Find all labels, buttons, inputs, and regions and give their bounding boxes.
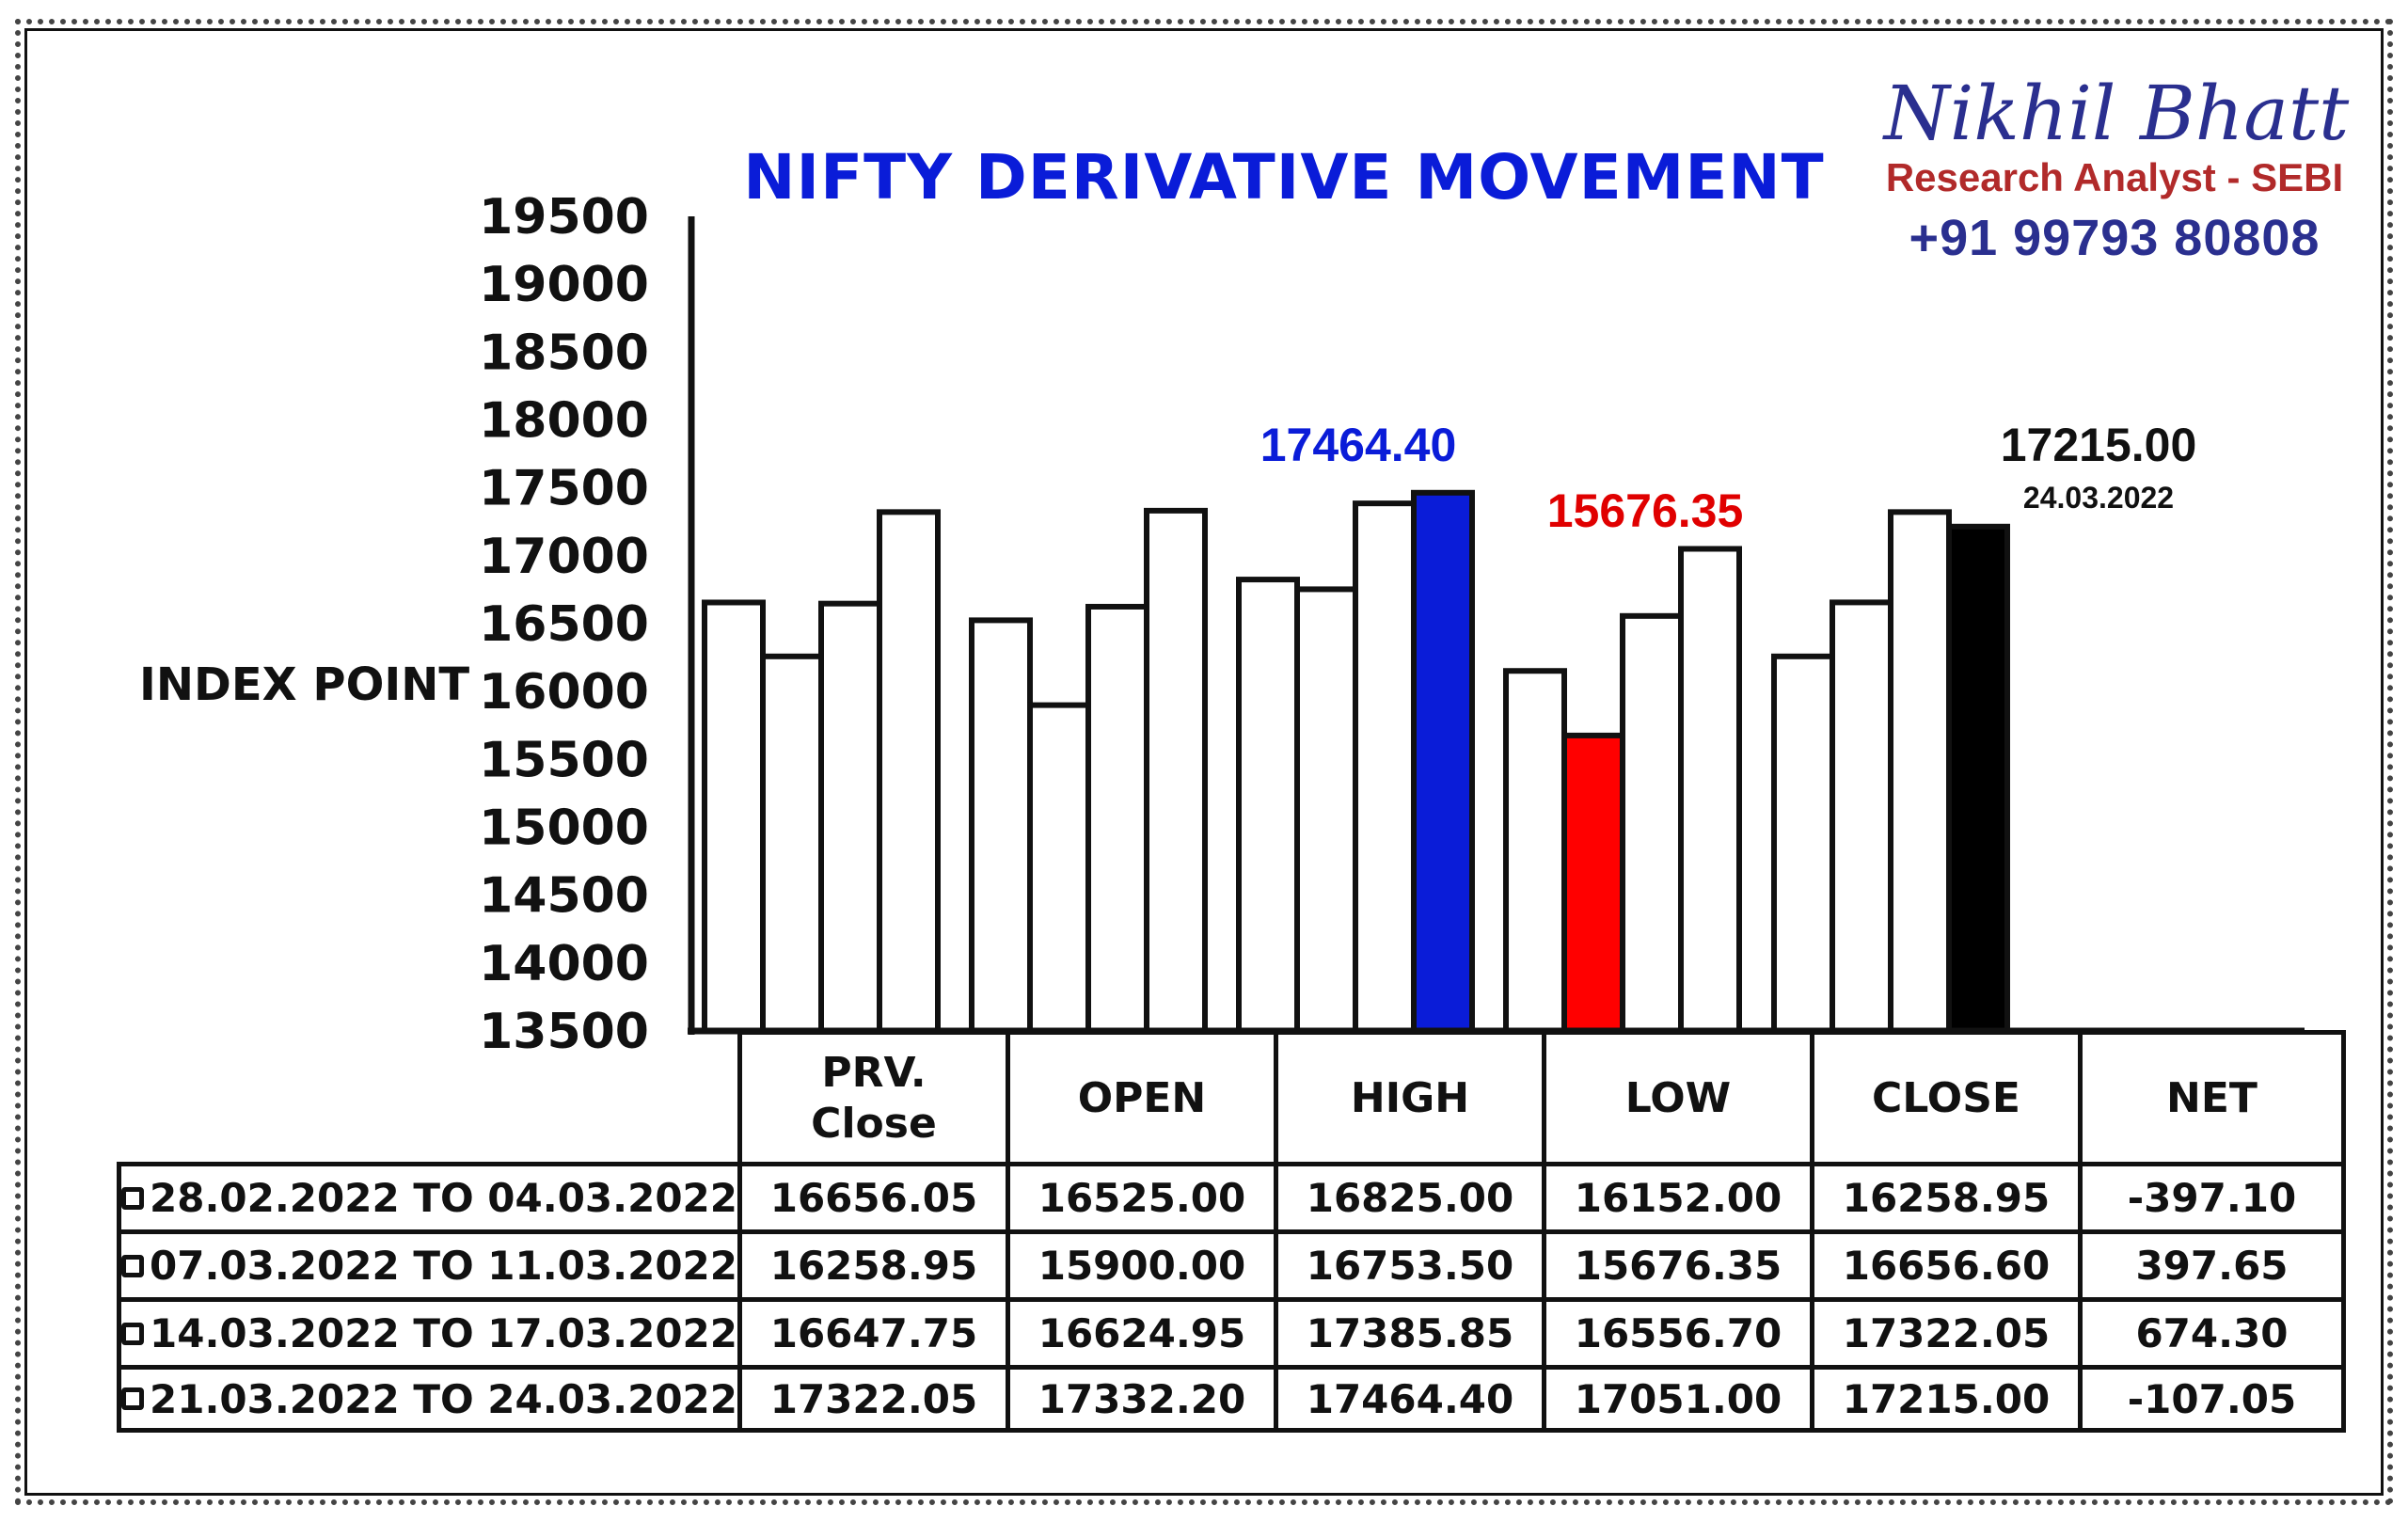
header-prv-line1: PRV.: [821, 1048, 927, 1097]
y-tick-label: 14500: [479, 868, 649, 925]
header-net: NET: [2078, 1030, 2346, 1162]
header-open: OPEN: [1006, 1030, 1274, 1162]
bar: [877, 509, 941, 1034]
bar: [1353, 500, 1417, 1034]
table-corner: [117, 1030, 737, 1162]
period-cell: 14.03.2022 TO 17.03.2022: [117, 1297, 737, 1365]
cell-net: 397.65: [2078, 1229, 2346, 1297]
bar: [969, 617, 1033, 1034]
y-tick-label: 19500: [479, 189, 649, 246]
y-tick-label: 15000: [479, 801, 649, 857]
y-axis-label: INDEX POINT: [139, 658, 470, 711]
cell-low: 15676.35: [1542, 1229, 1810, 1297]
cell-prv-close: 16647.75: [737, 1297, 1006, 1365]
y-tick-label: 16500: [479, 596, 649, 653]
bar: [1888, 509, 1952, 1034]
cell-close: 17215.00: [1810, 1365, 2078, 1433]
cell-net: 674.30: [2078, 1297, 2346, 1365]
y-tick-label: 17000: [479, 529, 649, 585]
bar: [818, 600, 882, 1034]
table-row: 14.03.2022 TO 17.03.2022 16647.75 16624.…: [117, 1297, 2346, 1365]
header-close: CLOSE: [1810, 1030, 2078, 1162]
period-label: 07.03.2022 TO 11.03.2022: [150, 1243, 737, 1289]
bar: [1027, 702, 1091, 1034]
y-tick-label: 13500: [479, 1004, 649, 1060]
bar: [1294, 586, 1358, 1034]
cell-open: 15900.00: [1006, 1229, 1274, 1297]
legend-box-icon: [121, 1254, 144, 1277]
period-cell: 07.03.2022 TO 11.03.2022: [117, 1229, 737, 1297]
period-label: 21.03.2022 TO 24.03.2022: [150, 1375, 737, 1422]
y-tick-label: 18500: [479, 325, 649, 381]
table-row: 07.03.2022 TO 11.03.2022 16258.95 15900.…: [117, 1229, 2346, 1297]
cell-net: -107.05: [2078, 1365, 2346, 1433]
header-low: LOW: [1542, 1030, 1810, 1162]
period-cell: 28.02.2022 TO 04.03.2022: [117, 1162, 737, 1229]
cell-high: 17464.40: [1274, 1365, 1542, 1433]
cell-high: 17385.85: [1274, 1297, 1542, 1365]
bar: [1620, 612, 1684, 1034]
outer-frame: [15, 19, 2393, 1505]
y-tick-label: 19000: [479, 257, 649, 313]
cell-open: 16624.95: [1006, 1297, 1274, 1365]
cell-close: 16656.60: [1810, 1229, 2078, 1297]
y-tick-label: 18000: [479, 393, 649, 450]
brand-role: Research Analyst - SEBI: [1885, 155, 2344, 199]
cell-open: 16525.00: [1006, 1162, 1274, 1229]
bar: [1946, 523, 2010, 1034]
header-prv-line2: Close: [811, 1099, 937, 1148]
bar: [1144, 507, 1208, 1034]
header-high: HIGH: [1274, 1030, 1542, 1162]
data-label: 17215.00: [2001, 419, 2197, 471]
bar: [760, 653, 824, 1034]
cell-open: 17332.20: [1006, 1365, 1274, 1433]
data-sublabel: 24.03.2022: [2023, 481, 2174, 515]
bar: [702, 599, 766, 1035]
period-cell: 21.03.2022 TO 24.03.2022: [117, 1365, 737, 1433]
bar: [1411, 489, 1475, 1034]
legend-box-icon: [121, 1186, 144, 1210]
period-label: 28.02.2022 TO 04.03.2022: [150, 1175, 737, 1221]
cell-low: 16152.00: [1542, 1162, 1810, 1229]
table-row: 21.03.2022 TO 24.03.2022 17322.05 17332.…: [117, 1365, 2346, 1433]
data-label: 15676.35: [1547, 484, 1744, 537]
cell-prv-close: 16258.95: [737, 1229, 1006, 1297]
data-table: PRV. Close OPEN HIGH LOW CLOSE NET 28.02…: [117, 1030, 2346, 1433]
y-tick-label: 17500: [479, 461, 649, 517]
data-label: 17464.40: [1260, 419, 1457, 471]
chart-title: NIFTY DERIVATIVE MOVEMENT: [743, 141, 1825, 214]
cell-prv-close: 17322.05: [737, 1365, 1006, 1433]
cell-low: 17051.00: [1542, 1365, 1810, 1433]
brand-name: Nikhil Bhatt: [1883, 70, 2350, 157]
header-prv-close: PRV. Close: [737, 1030, 1006, 1162]
legend-box-icon: [121, 1322, 144, 1345]
cell-prv-close: 16656.05: [737, 1162, 1006, 1229]
y-tick-label: 15500: [479, 732, 649, 788]
table-header-row: PRV. Close OPEN HIGH LOW CLOSE NET: [117, 1030, 2346, 1162]
bar: [1678, 546, 1742, 1034]
cell-high: 16825.00: [1274, 1162, 1542, 1229]
cell-close: 16258.95: [1810, 1162, 2078, 1229]
bar: [1236, 577, 1300, 1034]
bar: [1771, 653, 1835, 1034]
bar: [1085, 603, 1149, 1035]
period-label: 14.03.2022 TO 17.03.2022: [150, 1310, 737, 1356]
inner-frame: [24, 28, 2384, 1496]
cell-close: 17322.05: [1810, 1297, 2078, 1365]
bar: [1503, 668, 1567, 1035]
cell-high: 16753.50: [1274, 1229, 1542, 1297]
y-tick-label: 16000: [479, 664, 649, 721]
bar: [1830, 599, 1893, 1034]
table-row: 28.02.2022 TO 04.03.2022 16656.05 16525.…: [117, 1162, 2346, 1229]
cell-low: 16556.70: [1542, 1297, 1810, 1365]
cell-net: -397.10: [2078, 1162, 2346, 1229]
bar: [1561, 732, 1625, 1034]
y-tick-label: 14000: [479, 936, 649, 992]
brand-phone: +91 99793 80808: [1909, 210, 2321, 266]
legend-box-icon: [121, 1387, 144, 1410]
